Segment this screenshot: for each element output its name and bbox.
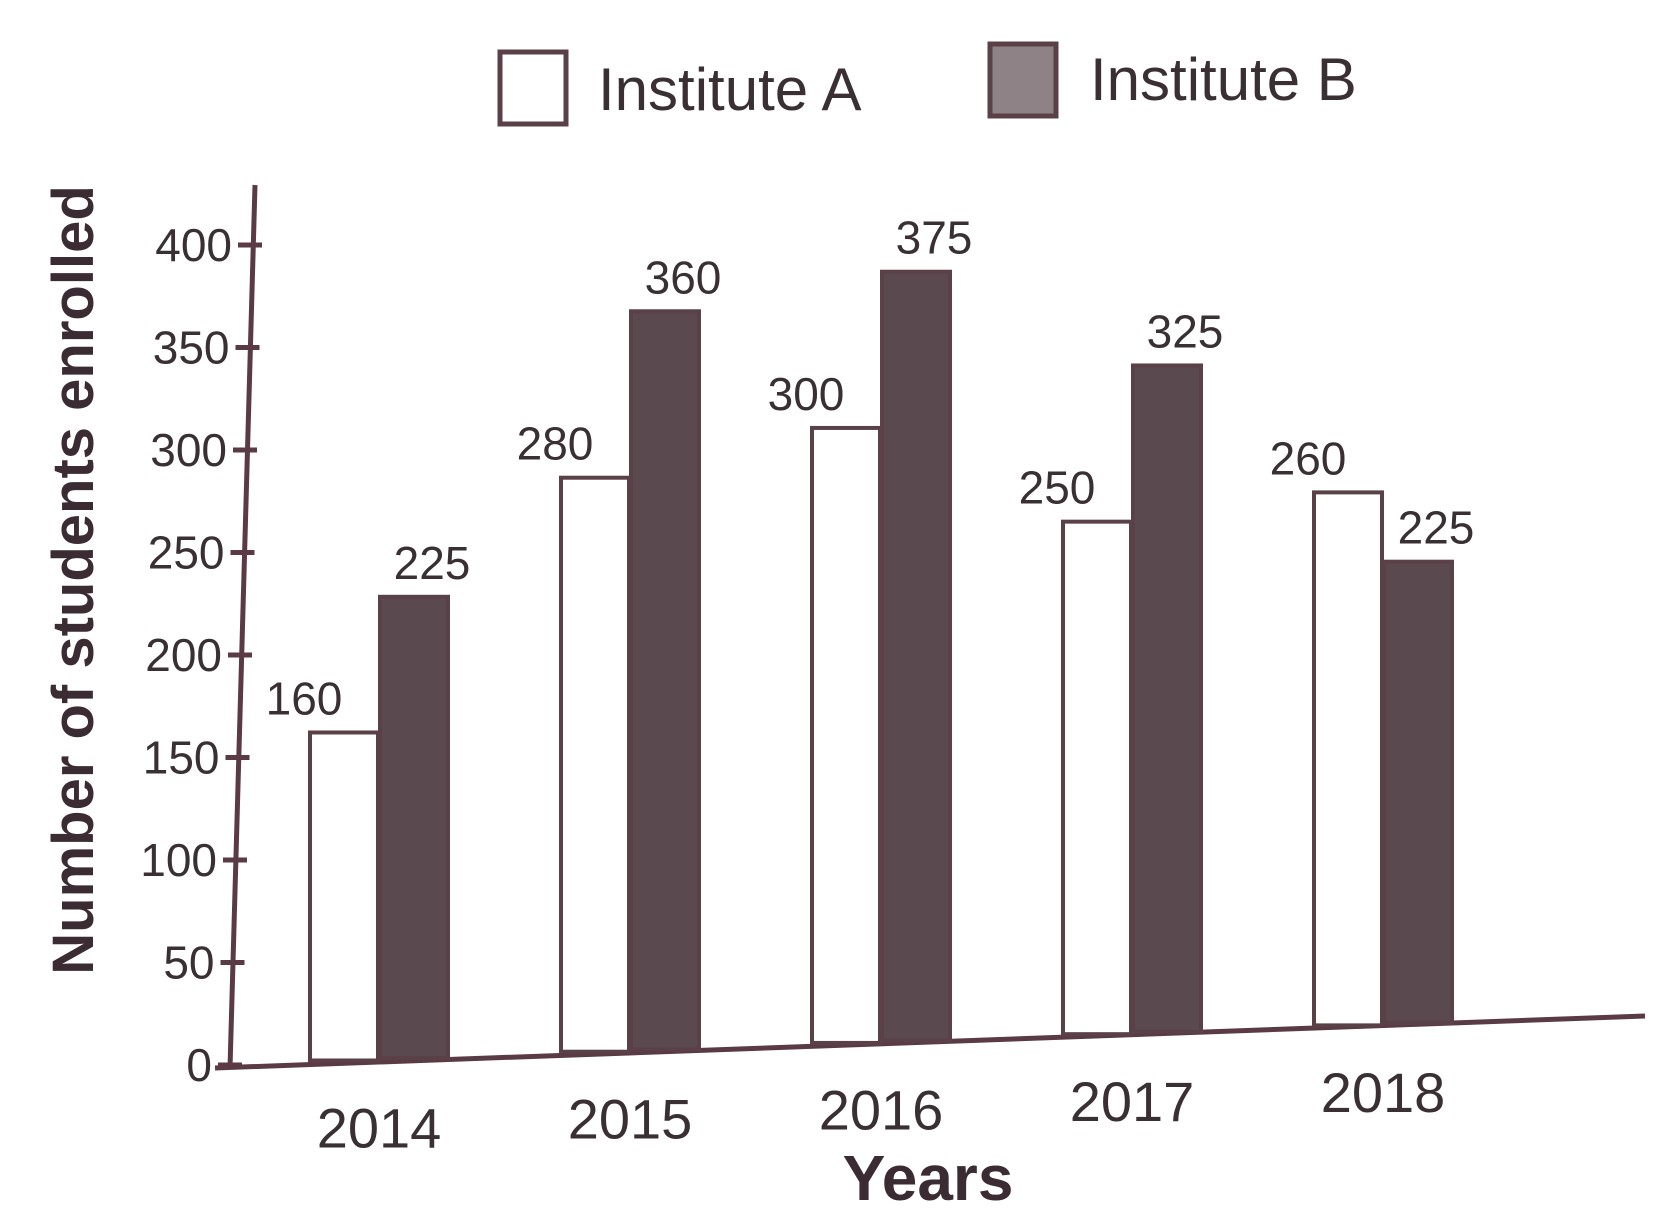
data-label-institute-a: 250 — [1019, 462, 1096, 514]
legend-label-institute-b: Institute B — [1090, 46, 1357, 113]
y-ticks: 0 50 100 150 200 250 300 350 400 — [140, 219, 262, 1091]
data-label-institute-a: 300 — [768, 368, 845, 420]
y-tick-label: 100 — [140, 834, 217, 886]
legend: Institute A Institute B — [497, 41, 1357, 127]
data-label-institute-b: 225 — [1398, 502, 1475, 554]
x-tick-label: 2017 — [1070, 1070, 1195, 1133]
bar-institute-a — [559, 475, 631, 1054]
bar-institute-a — [308, 730, 380, 1063]
bar-institute-b — [629, 309, 701, 1052]
data-label-institute-b: 325 — [1147, 305, 1224, 357]
x-tick-label: 2016 — [819, 1079, 944, 1142]
bar-institute-b — [1382, 559, 1454, 1025]
y-tick-label: 400 — [155, 219, 232, 271]
bar-institute-a — [1312, 490, 1384, 1028]
legend-label-institute-a: Institute A — [598, 56, 862, 123]
data-label-institute-b: 225 — [394, 537, 471, 589]
y-tick-label: 300 — [150, 424, 227, 476]
data-label-institute-b: 360 — [645, 251, 722, 303]
y-tick-label: 150 — [143, 732, 220, 784]
bars — [308, 269, 1454, 1063]
bar-institute-b — [378, 594, 450, 1061]
data-label-institute-a: 160 — [266, 672, 343, 724]
x-axis-title: Years — [843, 1142, 1014, 1214]
data-label-institute-a: 260 — [1270, 432, 1347, 484]
data-labels: 160 225 280 360 300 375 250 325 260 225 — [266, 212, 1475, 725]
y-tick-label: 0 — [186, 1039, 212, 1091]
legend-swatch-institute-b — [987, 41, 1059, 119]
x-tick-label: 2014 — [317, 1096, 442, 1159]
legend-swatch-institute-a — [497, 49, 569, 127]
y-tick-label: 200 — [145, 629, 222, 681]
data-label-institute-a: 280 — [517, 418, 594, 470]
data-label-institute-b: 375 — [896, 212, 973, 264]
y-tick-label: 50 — [163, 937, 214, 989]
bar-institute-a — [810, 425, 882, 1045]
bar-institute-a — [1061, 519, 1133, 1037]
x-ticks: 2014 2015 2016 2017 2018 — [317, 1061, 1446, 1159]
y-axis-title: Number of students enrolled — [41, 185, 106, 975]
x-tick-label: 2018 — [1321, 1061, 1446, 1124]
bar-institute-b — [880, 269, 952, 1043]
y-axis-line — [227, 184, 258, 1069]
bar-institute-b — [1131, 363, 1203, 1034]
x-tick-label: 2015 — [568, 1087, 693, 1150]
y-tick-label: 250 — [148, 527, 225, 579]
y-tick-label: 350 — [153, 322, 230, 374]
